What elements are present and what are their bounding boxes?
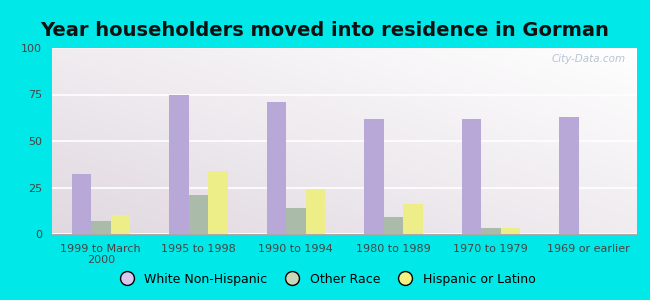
Bar bbox=[266, 102, 286, 234]
Bar bbox=[169, 94, 188, 234]
Text: City-Data.com: City-Data.com bbox=[551, 54, 625, 64]
Bar bbox=[559, 117, 578, 234]
Bar bbox=[91, 221, 111, 234]
Bar bbox=[286, 208, 306, 234]
Bar bbox=[72, 175, 91, 234]
Bar bbox=[364, 119, 384, 234]
Bar bbox=[306, 189, 325, 234]
Bar bbox=[384, 217, 403, 234]
Bar bbox=[111, 215, 130, 234]
Bar bbox=[403, 204, 422, 234]
Bar bbox=[208, 171, 227, 234]
Legend: White Non-Hispanic, Other Race, Hispanic or Latino: White Non-Hispanic, Other Race, Hispanic… bbox=[109, 268, 541, 291]
Bar bbox=[462, 119, 481, 234]
Text: Year householders moved into residence in Gorman: Year householders moved into residence i… bbox=[40, 21, 610, 40]
Bar bbox=[481, 228, 500, 234]
Bar bbox=[188, 195, 208, 234]
Bar bbox=[500, 228, 520, 234]
